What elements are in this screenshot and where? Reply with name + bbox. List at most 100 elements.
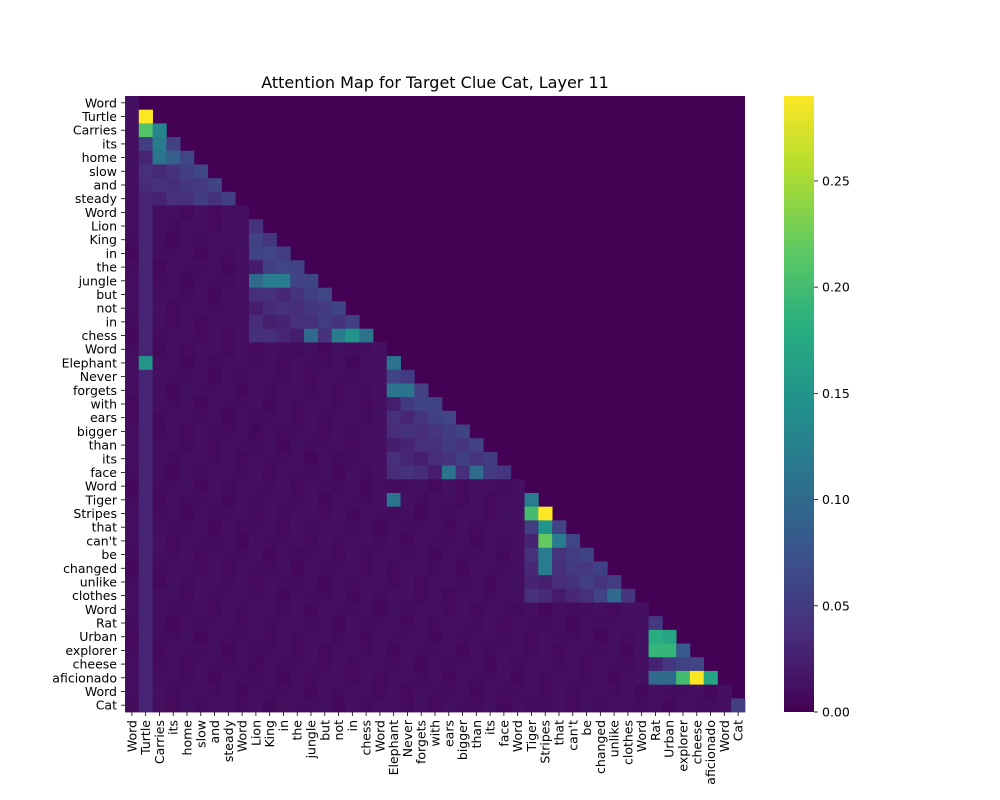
heatmap-cell xyxy=(634,629,649,644)
heatmap-cell xyxy=(386,657,401,672)
heatmap-cell xyxy=(290,616,305,631)
y-tick-label: in xyxy=(106,246,117,261)
x-tick-label: King xyxy=(262,720,277,748)
heatmap-cell xyxy=(138,287,153,302)
y-tick-label: Word xyxy=(85,342,117,357)
heatmap-cell xyxy=(276,451,291,466)
heatmap-cell xyxy=(331,602,346,617)
heatmap-cell xyxy=(304,397,319,412)
heatmap-cell xyxy=(221,315,236,330)
heatmap-cell xyxy=(180,383,195,398)
heatmap-cell xyxy=(373,657,388,672)
heatmap-cell xyxy=(290,670,305,686)
heatmap-cell xyxy=(166,260,181,275)
heatmap-cell xyxy=(235,602,250,617)
heatmap-cell xyxy=(428,561,443,576)
heatmap-cell xyxy=(235,219,250,234)
heatmap-cell xyxy=(152,178,167,193)
heatmap-cell xyxy=(414,451,429,466)
heatmap-cell xyxy=(152,561,167,576)
heatmap-cell xyxy=(138,369,153,384)
heatmap-cell xyxy=(345,547,360,562)
heatmap-cell xyxy=(138,616,153,631)
heatmap-cell xyxy=(524,629,539,644)
heatmap-cell xyxy=(621,616,636,631)
heatmap-cell xyxy=(317,534,333,549)
heatmap-cell xyxy=(593,684,608,699)
x-tick-label: Word xyxy=(124,720,139,752)
heatmap-cell xyxy=(193,561,209,576)
heatmap-cell xyxy=(304,670,319,686)
heatmap-cell xyxy=(552,629,567,644)
heatmap-cell xyxy=(207,698,222,713)
heatmap-cell xyxy=(221,520,236,535)
heatmap-cell xyxy=(249,588,264,603)
heatmap-cell xyxy=(331,356,346,371)
heatmap-cell xyxy=(359,547,374,562)
heatmap-cell xyxy=(386,424,401,439)
heatmap-cell xyxy=(703,698,718,713)
x-tick-label: steady xyxy=(221,719,236,762)
heatmap-cell xyxy=(373,670,388,686)
heatmap-cell xyxy=(180,561,195,576)
heatmap-cell xyxy=(166,191,181,206)
heatmap-cell xyxy=(152,465,167,480)
heatmap-cell xyxy=(607,670,622,686)
heatmap-cell xyxy=(262,506,277,521)
heatmap-cell xyxy=(207,588,222,603)
heatmap-cell xyxy=(180,520,195,535)
heatmap-cell xyxy=(359,534,374,549)
heatmap-cell xyxy=(235,356,250,371)
y-tick-label: Word xyxy=(85,479,117,494)
heatmap-cell xyxy=(579,547,594,562)
heatmap-cell xyxy=(483,479,498,494)
heatmap-cell xyxy=(304,616,319,631)
heatmap-cell xyxy=(276,588,291,603)
heatmap-cell xyxy=(359,670,374,686)
heatmap-cell xyxy=(180,410,195,425)
heatmap-cell xyxy=(428,602,443,617)
heatmap-cell xyxy=(483,588,498,603)
heatmap-cell xyxy=(565,616,581,631)
heatmap-cell xyxy=(565,698,581,713)
heatmap-cell xyxy=(152,383,167,398)
heatmap-cell xyxy=(593,602,608,617)
heatmap-cell xyxy=(552,643,567,658)
heatmap-cell xyxy=(304,534,319,549)
heatmap-cell xyxy=(180,191,195,206)
heatmap-cell xyxy=(607,684,622,699)
heatmap-cell xyxy=(317,410,333,425)
heatmap-cell xyxy=(249,492,264,508)
heatmap-cell xyxy=(207,342,222,357)
heatmap-cell xyxy=(207,315,222,330)
heatmap-cell xyxy=(262,479,277,494)
heatmap-cell xyxy=(276,424,291,439)
heatmap-cell xyxy=(180,588,195,603)
heatmap-cell xyxy=(235,438,250,453)
heatmap-cell xyxy=(125,575,140,590)
heatmap-cell xyxy=(276,547,291,562)
heatmap-cell xyxy=(262,561,277,576)
heatmap-cell xyxy=(689,657,705,672)
heatmap-cell xyxy=(166,602,181,617)
heatmap-cell xyxy=(262,315,277,330)
heatmap-cell xyxy=(483,698,498,713)
heatmap-cell xyxy=(469,520,484,535)
heatmap-cell xyxy=(262,397,277,412)
heatmap-cell xyxy=(414,492,429,508)
heatmap-cell xyxy=(207,575,222,590)
heatmap-cell xyxy=(469,575,484,590)
heatmap-cell xyxy=(262,684,277,699)
heatmap-cell xyxy=(262,424,277,439)
heatmap-cell xyxy=(510,506,525,521)
heatmap-cell xyxy=(235,698,250,713)
heatmap-cell xyxy=(290,410,305,425)
heatmap-cell xyxy=(180,602,195,617)
heatmap-cell xyxy=(221,301,236,316)
heatmap-cell xyxy=(207,205,222,220)
heatmap-cell xyxy=(414,520,429,535)
heatmap-cell xyxy=(290,273,305,289)
heatmap-cell xyxy=(414,561,429,576)
heatmap-cell xyxy=(386,643,401,658)
heatmap-cell xyxy=(469,616,484,631)
